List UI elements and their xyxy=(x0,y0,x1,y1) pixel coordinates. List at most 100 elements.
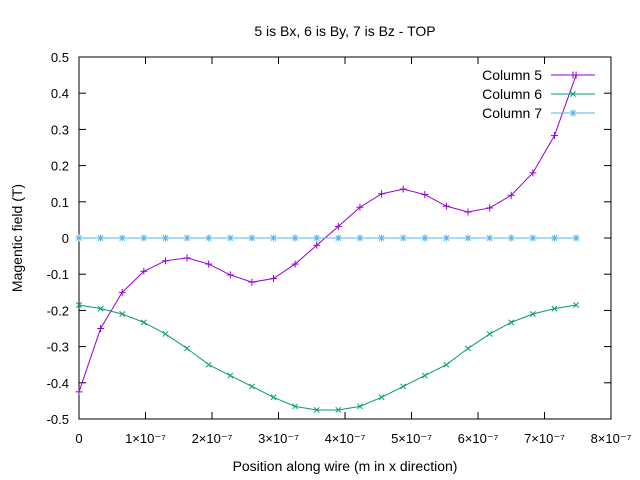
legend-item: Column 7 xyxy=(482,105,595,121)
data-point xyxy=(335,406,342,413)
legend-marker xyxy=(569,71,577,79)
data-point xyxy=(226,234,234,242)
legend-label: Column 6 xyxy=(482,86,542,102)
y-tick-label: -0.2 xyxy=(47,303,69,318)
legend-marker xyxy=(569,109,577,117)
y-axis-label: Magentic field (T) xyxy=(9,184,25,292)
data-point xyxy=(140,319,147,326)
x-tick-label: 2×10⁻⁷ xyxy=(192,431,233,446)
marker-d2 xyxy=(227,235,234,241)
data-point xyxy=(161,234,169,242)
marker-d2 xyxy=(529,311,536,317)
data-point xyxy=(205,260,213,268)
data-point xyxy=(183,254,191,262)
data-point xyxy=(270,275,278,283)
data-point xyxy=(118,288,126,296)
marker-d2 xyxy=(292,403,299,410)
marker-d2 xyxy=(270,235,277,241)
y-tick-label: -0.3 xyxy=(47,340,69,355)
data-point xyxy=(399,234,407,242)
legend-label: Column 5 xyxy=(482,67,542,83)
legend-item: Column 6 xyxy=(482,86,595,102)
marker-d2 xyxy=(76,301,82,308)
marker-d2 xyxy=(162,330,169,337)
x-tick-label: 1×10⁻⁷ xyxy=(125,431,166,446)
data-point xyxy=(573,301,580,308)
data-point xyxy=(529,234,537,242)
data-point xyxy=(399,185,407,193)
marker-d2 xyxy=(573,235,580,241)
marker-d2 xyxy=(227,372,234,379)
data-point xyxy=(75,388,83,396)
marker-d2 xyxy=(162,235,169,241)
series-7 xyxy=(75,234,580,242)
data-point xyxy=(550,132,558,140)
data-point xyxy=(551,305,558,312)
marker-d2 xyxy=(573,301,580,308)
data-point xyxy=(292,403,299,410)
data-point xyxy=(291,234,299,242)
x-tick-label: 8×10⁻⁷ xyxy=(591,431,632,446)
series-line xyxy=(78,304,577,411)
marker-d2 xyxy=(529,235,536,241)
legend-label: Column 7 xyxy=(482,105,542,121)
data-point xyxy=(378,394,385,401)
data-point xyxy=(183,234,191,242)
data-point xyxy=(378,190,386,198)
data-point xyxy=(248,383,255,390)
marker-d2 xyxy=(184,345,191,352)
data-point xyxy=(97,325,105,332)
x-tick-label: 7×10⁻⁷ xyxy=(524,431,565,446)
data-point xyxy=(421,234,429,242)
series-6 xyxy=(76,301,580,413)
x-tick-label: 5×10⁻⁷ xyxy=(391,431,432,446)
data-point xyxy=(508,319,515,326)
marker-d2 xyxy=(140,319,147,326)
data-point xyxy=(486,234,494,242)
data-point xyxy=(550,234,558,242)
marker-d2 xyxy=(400,235,407,241)
data-point xyxy=(356,203,364,211)
data-point xyxy=(226,271,234,279)
data-point xyxy=(119,311,126,317)
data-point xyxy=(76,301,82,308)
y-tick-label: -0.1 xyxy=(47,267,69,282)
marker-d2 xyxy=(97,305,104,312)
x-tick-label: 4×10⁻⁷ xyxy=(325,431,366,446)
marker-d2 xyxy=(443,361,450,368)
marker-d2 xyxy=(486,235,493,241)
data-point xyxy=(442,202,450,210)
marker-d2 xyxy=(313,235,320,241)
data-point xyxy=(140,267,148,275)
data-point xyxy=(118,234,126,242)
y-tick-label: 0.1 xyxy=(51,195,69,210)
y-tick-label: 0.2 xyxy=(51,159,69,174)
data-point xyxy=(529,311,536,317)
data-point xyxy=(161,257,169,265)
marker-d2 xyxy=(205,361,212,368)
marker-d2 xyxy=(551,235,558,241)
x-tick-label: 6×10⁻⁷ xyxy=(458,431,499,446)
data-point xyxy=(140,234,148,242)
data-point xyxy=(205,234,213,242)
marker-d2 xyxy=(508,235,515,241)
marker-d2 xyxy=(270,394,277,401)
y-tick-label: -0.4 xyxy=(47,376,69,391)
marker-d2 xyxy=(486,330,493,337)
legend-item: Column 5 xyxy=(482,67,595,83)
marker-d2 xyxy=(570,110,576,116)
data-point xyxy=(291,260,299,268)
legend-marker xyxy=(570,91,576,97)
data-point xyxy=(162,330,169,337)
y-tick-label: 0 xyxy=(62,231,69,246)
marker-d2 xyxy=(421,372,428,379)
series-line xyxy=(78,74,577,393)
marker-d2 xyxy=(248,383,255,390)
y-tick-label: 0.4 xyxy=(51,86,69,101)
data-point xyxy=(443,361,450,368)
series-group xyxy=(75,71,580,413)
marker-d2 xyxy=(313,406,320,413)
x-axis-label: Position along wire (m in x direction) xyxy=(233,458,458,474)
data-point xyxy=(313,241,321,249)
data-point xyxy=(334,234,342,242)
